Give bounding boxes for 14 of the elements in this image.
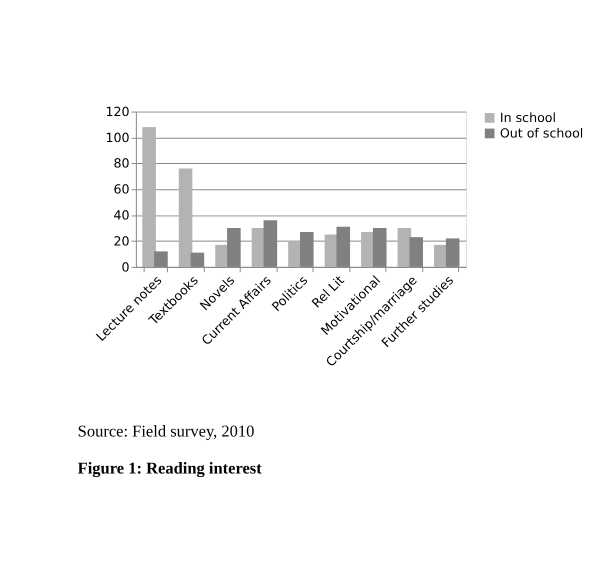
y-tick-label: 100 bbox=[105, 130, 130, 145]
y-tick-label: 60 bbox=[114, 182, 130, 197]
y-tick-label: 20 bbox=[114, 233, 130, 248]
bar bbox=[178, 168, 192, 267]
text: Figure 1: Reading interest bbox=[78, 458, 262, 478]
bar bbox=[142, 127, 156, 267]
source-note: Source: Field survey, 2010 bbox=[78, 422, 254, 441]
y-tick-label: 40 bbox=[114, 207, 130, 222]
y-tick-label: 80 bbox=[114, 156, 130, 171]
bar bbox=[398, 228, 412, 267]
y-tick-label: 120 bbox=[105, 104, 130, 119]
y-tick-label: 0 bbox=[122, 259, 130, 274]
legend-label: In school bbox=[500, 110, 556, 125]
legend-label: Out of school bbox=[500, 125, 584, 140]
